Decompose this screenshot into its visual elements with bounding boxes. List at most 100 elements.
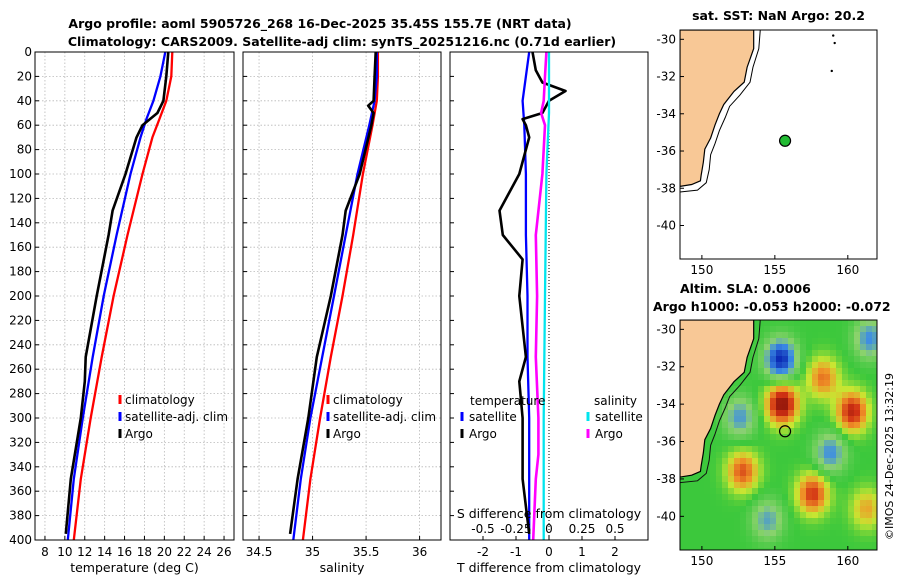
sla-cell [842,476,848,482]
sla-cell [764,548,770,550]
sla-cell [746,440,752,446]
sla-cell [680,548,686,550]
sla-cell [782,452,788,458]
sla-cell [806,458,812,464]
series-line-salinity-satellite [542,52,551,540]
sla-cell [848,482,854,488]
sla-cell [782,494,788,500]
sla-cell [866,470,872,476]
sla-cell [758,362,764,368]
isobath-line [680,320,761,484]
sla-cell [854,542,860,548]
sla-cell [794,518,800,524]
sla-cell [692,488,698,494]
sla-cell [830,518,836,524]
sla-cell [830,476,836,482]
sla-cell [728,422,734,428]
sla-cell [782,488,788,494]
sla-cell [740,548,746,550]
sla-cell [758,374,764,380]
map-y-tick-label: -40 [656,218,676,232]
sla-cell [782,320,788,326]
sla-cell [758,500,764,506]
sla-cell [752,500,758,506]
sla-cell [752,446,758,452]
sla-cell [728,464,734,470]
sla-cell [680,482,686,488]
sla-cell [728,530,734,536]
x-tick-label: 10 [57,545,72,559]
sla-cell [752,374,758,380]
x-tick-label: 35.5 [353,545,380,559]
sla-cell [872,326,877,332]
sla-cell [842,416,848,422]
sla-cell [722,524,728,530]
sla-cell [830,542,836,548]
argo-position-marker [778,134,792,147]
sla-cell [722,482,728,488]
sla-cell [746,518,752,524]
sla-cell [812,542,818,548]
sla-cell [752,422,758,428]
sla-cell [836,494,842,500]
sla-cell [704,548,710,550]
sla-cell [818,356,824,362]
sla-cell [770,416,776,422]
sla-cell [764,464,770,470]
y-tick-label: 280 [9,387,32,401]
sla-cell [740,488,746,494]
sla-cell [764,506,770,512]
sla-cell [830,548,836,550]
sla-cell [860,518,866,524]
sla-cell [830,416,836,422]
sla-cell [872,494,877,500]
sla-cell [830,452,836,458]
sla-cell [800,446,806,452]
sla-cell [788,380,794,386]
sla-cell [698,512,704,518]
sla-cell [710,512,716,518]
sla-cell [836,440,842,446]
series-line-argo [64,51,170,535]
sla-cell [746,434,752,440]
sla-cell [872,488,877,494]
sla-cell [770,518,776,524]
sla-cell [704,464,710,470]
sla-cell [854,506,860,512]
sla-cell [836,524,842,530]
sla-cell [836,362,842,368]
sla-cell [776,518,782,524]
sla-cell [758,518,764,524]
sla-cell [770,464,776,470]
sla-cell [764,500,770,506]
sla-cell [830,350,836,356]
map-title-line2: Argo h1000: -0.053 h2000: -0.072 [653,299,891,314]
sla-cell [806,482,812,488]
sla-cell [824,530,830,536]
sla-cell [836,476,842,482]
sla-cell [782,326,788,332]
sla-cell [824,422,830,428]
sla-cell [866,476,872,482]
sla-cell [782,500,788,506]
sla-cell [788,338,794,344]
sla-cell [746,416,752,422]
sla-cell [758,326,764,332]
sla-cell [776,458,782,464]
sla-cell [710,506,716,512]
sla-cell [752,344,758,350]
sla-cell [782,422,788,428]
sla-cell [788,482,794,488]
sla-cell [698,488,704,494]
sla-cell [836,356,842,362]
sla-cell [824,452,830,458]
sla-cell [692,494,698,500]
sla-cell [872,386,877,392]
sla-cell [830,362,836,368]
y-tick-label: 320 [9,435,32,449]
sla-cell [842,434,848,440]
sla-cell [746,446,752,452]
sla-cell [806,362,812,368]
sla-cell [872,518,877,524]
sla-cell [746,476,752,482]
